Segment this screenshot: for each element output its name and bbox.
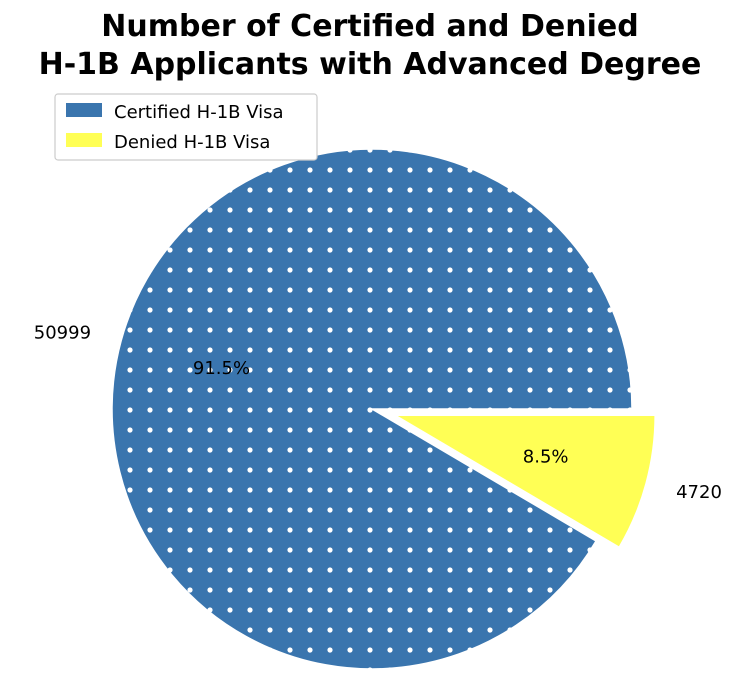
value-label-denied: 4720: [676, 482, 722, 503]
legend-label-certified: Certified H-1B Visa: [114, 102, 284, 123]
legend-swatch-certified: [66, 103, 102, 117]
pie-labels: 50999 91.5% 4720 8.5%: [34, 322, 722, 502]
pie-slice-denied: [392, 414, 656, 549]
chart-title-line-2: H-1B Applicants with Advanced Degree: [39, 47, 702, 82]
legend: Certified H-1B Visa Denied H-1B Visa: [54, 93, 318, 161]
pie-slices: [111, 148, 656, 670]
legend-frame: [54, 93, 318, 161]
legend-label-denied: Denied H-1B Visa: [114, 132, 270, 153]
percent-label-denied: 8.5%: [523, 446, 569, 467]
pie-slice-certified: [111, 148, 633, 670]
value-label-certified: 50999: [34, 322, 91, 343]
legend-swatch-denied: [66, 133, 102, 147]
chart-title-line-1: Number of Certified and Denied: [101, 9, 638, 44]
percent-label-certified: 91.5%: [193, 358, 250, 379]
